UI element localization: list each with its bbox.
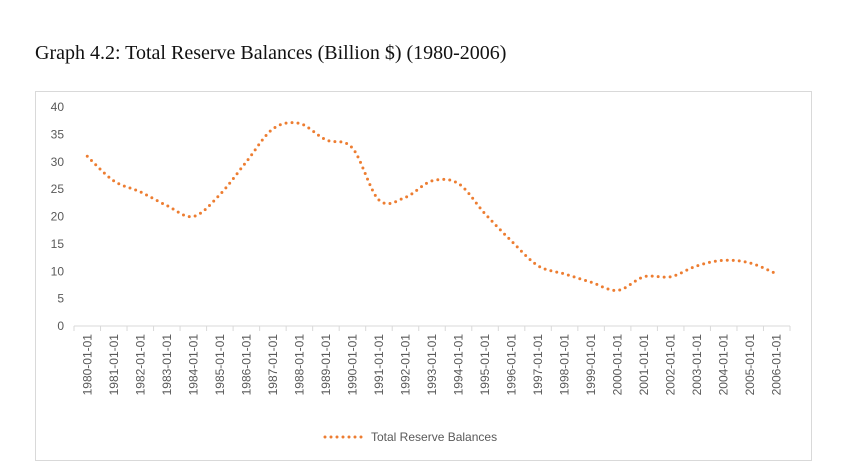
x-tick-label: 1997-01-01 xyxy=(531,334,545,396)
x-tick-label: 1999-01-01 xyxy=(584,334,598,396)
y-tick-label: 35 xyxy=(51,127,65,141)
y-tick-label: 40 xyxy=(51,100,65,114)
x-tick-label: 1992-01-01 xyxy=(398,334,412,396)
x-tick-label: 1990-01-01 xyxy=(345,334,359,396)
x-tick-label: 1998-01-01 xyxy=(558,334,572,396)
y-tick-label: 0 xyxy=(57,319,64,333)
x-tick-label: 1996-01-01 xyxy=(505,334,519,396)
legend-label: Total Reserve Balances xyxy=(371,430,497,444)
y-tick-label: 20 xyxy=(51,210,65,224)
x-tick-label: 1989-01-01 xyxy=(319,334,333,396)
y-tick-label: 5 xyxy=(57,292,64,306)
y-tick-label: 10 xyxy=(51,264,65,278)
x-tick-label: 2001-01-01 xyxy=(637,334,651,396)
x-tick-label: 2004-01-01 xyxy=(717,334,731,396)
x-tick-label: 1982-01-01 xyxy=(133,334,147,396)
x-tick-label: 1984-01-01 xyxy=(186,334,200,396)
x-tick-label: 1980-01-01 xyxy=(80,334,94,396)
x-tick-label: 1995-01-01 xyxy=(478,334,492,396)
series-line-total-reserve-balances xyxy=(85,121,779,292)
x-tick-label: 1986-01-01 xyxy=(239,334,253,396)
x-tick-label: 1987-01-01 xyxy=(266,334,280,396)
x-tick-label: 2000-01-01 xyxy=(611,334,625,396)
x-tick-label: 1985-01-01 xyxy=(213,334,227,396)
y-tick-label: 25 xyxy=(51,182,65,196)
chart-title: Graph 4.2: Total Reserve Balances (Billi… xyxy=(35,42,507,64)
chart-frame xyxy=(35,91,812,461)
x-tick-label: 1991-01-01 xyxy=(372,334,386,396)
series-layer xyxy=(85,121,779,292)
x-tick-label: 1994-01-01 xyxy=(452,334,466,396)
y-tick-label: 15 xyxy=(51,237,65,251)
x-tick-label: 1988-01-01 xyxy=(292,334,306,396)
legend: Total Reserve Balances xyxy=(323,430,497,444)
x-tick-label: 1981-01-01 xyxy=(107,334,121,396)
y-tick-label: 30 xyxy=(51,155,65,169)
y-axis-ticks: 0 5 10 15 20 25 30 35 40 xyxy=(51,100,65,333)
x-tick-label: 2006-01-01 xyxy=(770,334,784,396)
x-axis: 1980-01-01 1981-01-01 1982-01-01 1983-01-01… xyxy=(73,325,791,396)
x-tick-label: 1993-01-01 xyxy=(425,334,439,396)
x-tick-label: 1983-01-01 xyxy=(160,334,174,396)
x-tick-label: 2005-01-01 xyxy=(743,334,757,396)
x-tick-label: 2002-01-01 xyxy=(664,334,678,396)
x-tick-label: 2003-01-01 xyxy=(690,334,704,396)
